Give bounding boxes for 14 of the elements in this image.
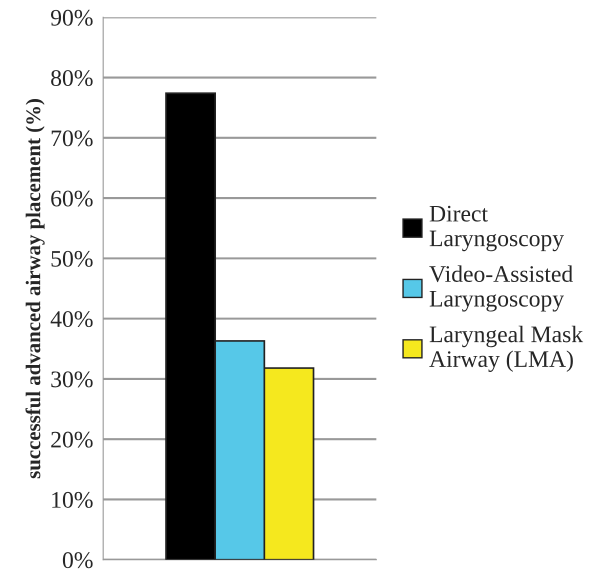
y-tick-label: 30% (51, 371, 93, 388)
y-tick-label: 20% (51, 432, 93, 448)
y-tick-label: 40% (50, 311, 93, 328)
y-tick-label: 10% (52, 492, 93, 508)
legend-label: Direct Laryngoscopy (430, 206, 564, 252)
y-tick-label: 60% (51, 190, 93, 207)
legend-label: Video-Assisted Laryngoscopy (429, 265, 573, 312)
y-tick-label: 70% (52, 130, 93, 146)
y-tick-label: 80% (51, 70, 93, 86)
y-axis-title: successful advanced airway placement (%) (25, 99, 45, 478)
legend-label: Laryngeal Mask Airway (LMA) (429, 326, 584, 372)
y-tick-label: 50% (52, 250, 93, 267)
y-tick-label: 0% (62, 552, 93, 568)
y-tick-label: 90% (50, 10, 93, 26)
